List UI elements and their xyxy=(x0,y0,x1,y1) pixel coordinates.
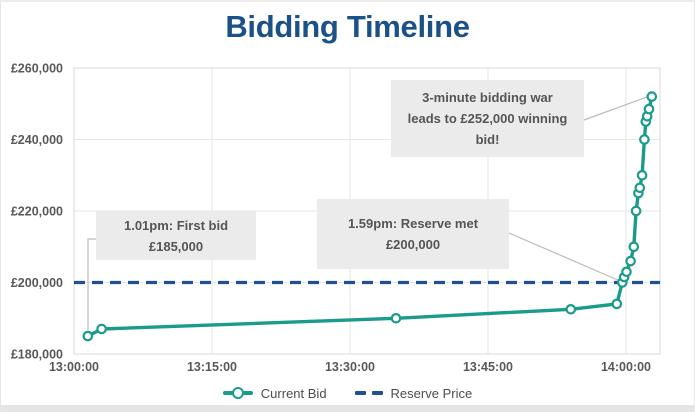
x-axis-tick-label: 13:00:00 xyxy=(49,360,99,374)
data-point-marker xyxy=(565,303,577,315)
legend-label-current-bid: Current Bid xyxy=(260,385,327,401)
data-point-marker xyxy=(96,323,107,335)
y-axis-tick-label: £180,000 xyxy=(11,347,63,361)
data-point-marker xyxy=(611,298,623,310)
x-axis-tick-label: 13:45:00 xyxy=(463,360,513,374)
annotation-first-bid: 1.01pm: First bid £185,000 xyxy=(96,211,256,260)
y-axis-tick-label: £240,000 xyxy=(11,133,63,147)
chart-title: Bidding Timeline xyxy=(225,9,470,44)
y-axis-tick-label: £200,000 xyxy=(11,276,63,290)
y-axis-tick-label: £260,000 xyxy=(11,61,63,75)
legend-label-reserve-price: Reserve Price xyxy=(390,385,473,401)
data-point-marker xyxy=(82,330,94,342)
data-point-marker xyxy=(636,170,648,181)
legend-item-current-bid: Current Bid xyxy=(222,385,327,401)
data-point-marker xyxy=(625,255,636,267)
x-axis-tick-label: 14:00:00 xyxy=(601,360,651,374)
annotation-leader-line xyxy=(508,232,621,282)
current-bid-line-swatch-icon xyxy=(222,387,253,399)
y-axis-tick-label: £220,000 xyxy=(11,204,63,218)
annotation-leader-line xyxy=(87,238,96,330)
data-point-marker xyxy=(390,312,402,324)
annotation-bidding-war: 3-minute bidding war leads to £252,000 w… xyxy=(391,80,584,157)
annotation-leader-line xyxy=(583,96,648,121)
marker-dot-icon xyxy=(231,387,244,399)
data-point-marker xyxy=(639,134,650,145)
reserve-price-dash-swatch-icon xyxy=(354,391,383,395)
data-point-marker xyxy=(621,266,632,278)
x-axis-tick-label: 13:30:00 xyxy=(325,360,375,374)
data-point-marker xyxy=(646,91,658,102)
plot-border xyxy=(73,67,661,355)
data-point-marker xyxy=(634,182,646,194)
data-point-marker xyxy=(628,241,640,253)
annotation-reserve-met: 1.59pm: Reserve met £200,000 xyxy=(317,199,509,269)
data-point-marker xyxy=(643,103,655,115)
x-axis-tick-label: 13:15:00 xyxy=(187,360,237,374)
chart-legend: Current Bid Reserve Price xyxy=(1,383,694,403)
data-point-marker xyxy=(630,205,642,217)
legend-item-reserve-price: Reserve Price xyxy=(354,385,473,401)
page-bottom-strip xyxy=(1,405,694,412)
